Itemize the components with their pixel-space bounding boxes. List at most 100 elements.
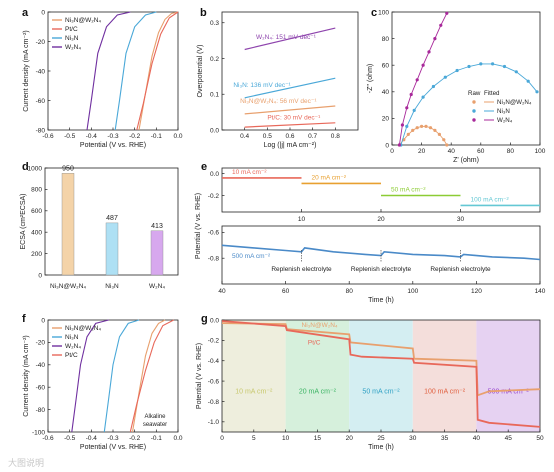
data-point [420,124,424,128]
x-tick-label: -0.3 [107,435,119,442]
legend-entry: Ni₃N@W₂N₄ [497,99,532,106]
legend-marker [472,109,476,113]
y-axis-label: Potential (V vs. RHE) [195,193,202,259]
y-tick-label: -20 [36,39,46,46]
panel-letter-f: f [22,313,26,325]
tafel-label: Ni₃N@W₂N₄: 56 mV dec⁻¹ [240,98,317,105]
x-tick-label: 0.5 [263,133,272,140]
y-tick-label: -40 [36,68,46,75]
x-tick-label: -0.4 [86,435,98,442]
fit-line-b [244,122,336,128]
current-label: 50 mA cm⁻² [391,187,426,194]
x-tick-label: 35 [441,435,449,442]
region-label: 500 mA cm⁻² [488,388,530,395]
data-point [409,92,413,97]
x-tick-label: 20 [346,435,354,442]
data-point [433,128,437,132]
plot-frame [221,11,359,131]
x-tick-label: 40 [218,288,226,295]
y-tick-label: -0.8 [208,256,220,263]
y-axis-label: Potential (V vs. RHE) [196,343,203,409]
data-point [491,62,495,66]
y-tick-label: -40 [36,362,46,369]
bar-value-label: 487 [106,215,118,222]
y-tick-label: -60 [36,98,46,105]
region-label: 50 mA cm⁻² [362,388,400,395]
series-label: Pt/C [308,339,321,346]
y-tick-label: -1.0 [208,419,220,426]
y-axis-label: -Z'' (ohm) [367,64,374,94]
legend-entry: Ni₃N@W₂N₄ [65,325,101,332]
y-tick-label: -80 [36,127,46,134]
x-axis-label: Log (|j| mA cm⁻²) [264,142,317,149]
annotation-text: Replenish electrolyte [271,266,332,273]
stability-line [221,320,541,428]
x-tick-label: 0.6 [285,133,294,140]
data-point [428,126,433,130]
y-tick-label: -100 [32,429,45,436]
annotation-text: seawater [143,422,167,428]
legend-entry: Pt/C [65,26,78,33]
legend-marker [472,100,476,104]
y-tick-label: 0 [385,142,389,149]
data-point [514,70,518,74]
x-tick-label: 60 [282,288,290,295]
data-point [445,143,449,147]
x-axis-label: Potential (V vs. RHE) [80,444,146,451]
y-tick-label: 100 [378,9,389,16]
x-tick-label: 40 [448,148,456,155]
series-line-f [71,319,109,433]
stability-line [221,244,541,261]
data-point [412,108,416,112]
panel-d: 0 200 400 600 800 1000 ECSA (cm²ECSA) 950 Ni₃N@W… [20,165,179,290]
y-axis-label: Overpotential (V) [197,45,204,98]
x-tick-label: 25 [377,435,385,442]
y-tick-label: 0.0 [210,127,219,134]
y-tick-label: 800 [31,187,42,194]
x-tick-label: -0.1 [151,435,163,442]
x-tick-label: 50 [536,435,544,442]
legend-entry: Ni₃N [65,334,79,341]
data-point [421,95,425,99]
fit-line-c [398,13,448,146]
x-tick-label: -0.2 [129,435,141,442]
x-axis-label: Potential (V vs. RHE) [80,142,146,149]
tafel-label: Ni₃N: 136 mV dec⁻¹ [233,82,291,89]
x-tick-label: 40 [473,435,481,442]
x-tick-label: 80 [346,288,354,295]
panel-letter-g: g [201,313,208,325]
y-tick-label: -60 [36,385,46,392]
x-tick-label: 80 [507,148,515,155]
current-region [349,320,413,432]
data-point [400,123,404,127]
current-label: 500 mA cm⁻² [232,253,271,260]
y-tick-label: 40 [382,89,390,96]
x-tick-label: 120 [471,288,482,295]
series-line-a [138,11,179,131]
data-point [479,62,483,66]
x-tick-label: 140 [535,288,546,295]
y-tick-label: -0.2 [208,338,220,345]
data-point [445,11,449,15]
y-tick-label: 0 [41,317,45,324]
x-tick-label: 100 [407,288,418,295]
data-point [411,128,415,132]
data-point [439,23,443,27]
panel-b: 0.4 0.5 0.6 0.7 0.8 0.0 0.1 0.2 0.3 Log (|j| mA c… [197,11,359,149]
fit-line-b [244,105,336,115]
y-tick-label: 200 [31,251,42,258]
bar-value-label: 413 [151,223,163,230]
plot-frame [221,225,541,285]
data-point [424,124,428,128]
panel-f: -0.6 -0.5 -0.4 -0.3 -0.2 -0.1 0.0 -100 -80 -60 -40… [23,317,183,451]
bar-value-label: 950 [62,165,74,172]
panel-c: 0 20 40 60 80 100 0 20 40 60 80 100 Z' (ohm) -Z'' (oh… [367,9,546,164]
data-point [467,64,471,69]
bar-category-label: Ni₃N@W₂N₄ [50,283,86,290]
x-tick-label: -0.5 [64,133,76,140]
bar [61,173,75,276]
legend-entry: Pt/C [65,352,78,359]
watermark-text: 大图说明 [8,457,44,468]
y-tick-label: 80 [382,36,390,43]
x-tick-label: 0 [390,148,394,155]
